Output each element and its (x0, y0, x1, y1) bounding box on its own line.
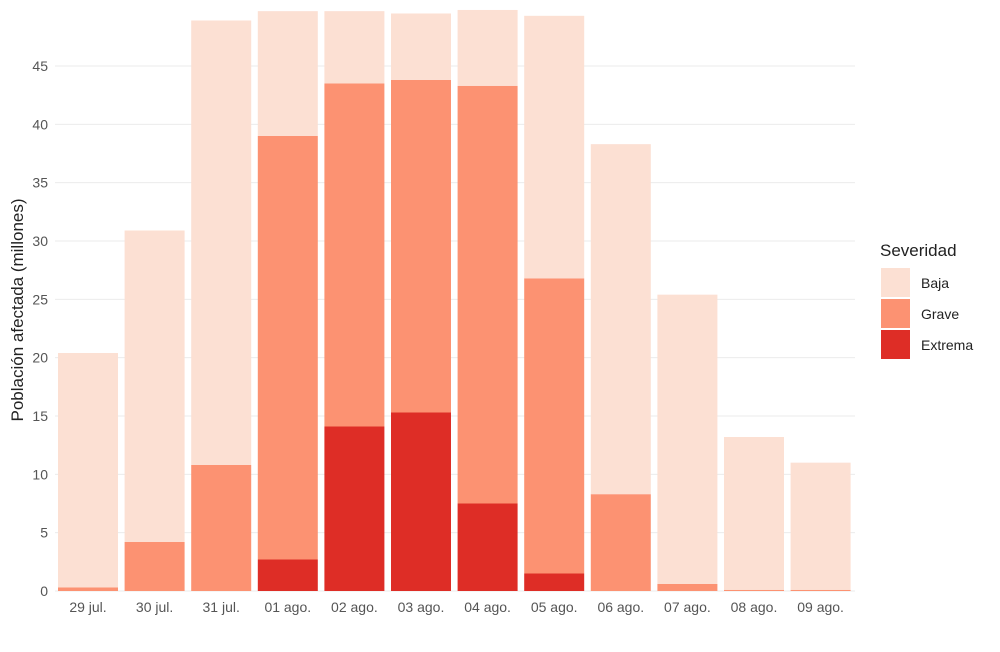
bar-grave (790, 589, 851, 591)
bar-baja (457, 9, 518, 86)
legend-swatch-extrema (881, 330, 910, 359)
x-tick-label: 02 ago. (331, 599, 378, 615)
bar-baja (657, 294, 718, 584)
legend: Severidad Baja Grave Extrema (880, 241, 973, 359)
x-tick-label: 08 ago. (731, 599, 778, 615)
x-tick-label: 29 jul. (69, 599, 106, 615)
bar-baja (391, 13, 451, 80)
legend-label: Baja (921, 275, 949, 291)
bar-grave (324, 83, 385, 427)
bar-baja (324, 11, 385, 84)
bar-baja (724, 436, 784, 590)
y-tick-label: 30 (32, 233, 48, 249)
bar-grave (391, 79, 451, 413)
x-tick-label: 05 ago. (531, 599, 578, 615)
legend-swatch-baja (881, 268, 910, 297)
bar-grave (124, 541, 185, 591)
bar-baja (58, 352, 118, 588)
bar-baja (191, 20, 252, 465)
y-axis-ticks: 0 5 10 15 20 25 30 35 40 45 (32, 58, 48, 599)
y-tick-label: 35 (32, 175, 48, 191)
x-tick-label: 09 ago. (797, 599, 844, 615)
bar-grave (657, 583, 718, 591)
x-tick-label: 01 ago. (264, 599, 311, 615)
x-tick-label: 31 jul. (203, 599, 240, 615)
bars (58, 9, 851, 591)
y-axis-label: Población afectada (millones) (8, 198, 27, 421)
bar-baja (790, 462, 851, 590)
bar-grave (257, 135, 318, 560)
bar-extrema (324, 426, 385, 591)
bar-extrema (391, 412, 451, 591)
bar-grave (590, 494, 651, 591)
bar-grave (58, 587, 118, 591)
gridlines (55, 65, 855, 592)
legend-swatch-grave (881, 299, 910, 328)
bar-baja (590, 144, 651, 495)
legend-label: Extrema (921, 337, 973, 353)
legend-title: Severidad (880, 241, 957, 260)
bar-extrema (524, 573, 585, 591)
y-tick-label: 45 (32, 58, 48, 74)
y-tick-label: 0 (40, 583, 48, 599)
bar-baja (257, 11, 318, 136)
bar-grave (457, 85, 518, 504)
legend-label: Grave (921, 306, 959, 322)
x-tick-label: 03 ago. (398, 599, 445, 615)
y-tick-label: 25 (32, 291, 48, 307)
x-tick-label: 06 ago. (597, 599, 644, 615)
y-tick-label: 5 (40, 525, 48, 541)
x-tick-label: 07 ago. (664, 599, 711, 615)
y-tick-label: 40 (32, 116, 48, 132)
y-tick-label: 20 (32, 350, 48, 366)
x-tick-label: 04 ago. (464, 599, 511, 615)
bar-extrema (457, 503, 518, 591)
bar-baja (524, 15, 585, 279)
bar-grave (191, 464, 252, 591)
y-tick-label: 10 (32, 466, 48, 482)
y-tick-label: 15 (32, 408, 48, 424)
x-axis-ticks: 29 jul. 30 jul. 31 jul. 01 ago. 02 ago. 03 ag… (69, 599, 844, 615)
bar-grave (724, 589, 784, 591)
bar-baja (124, 230, 185, 542)
bar-extrema (257, 559, 318, 591)
bar-grave (524, 278, 585, 574)
x-tick-label: 30 jul. (136, 599, 173, 615)
